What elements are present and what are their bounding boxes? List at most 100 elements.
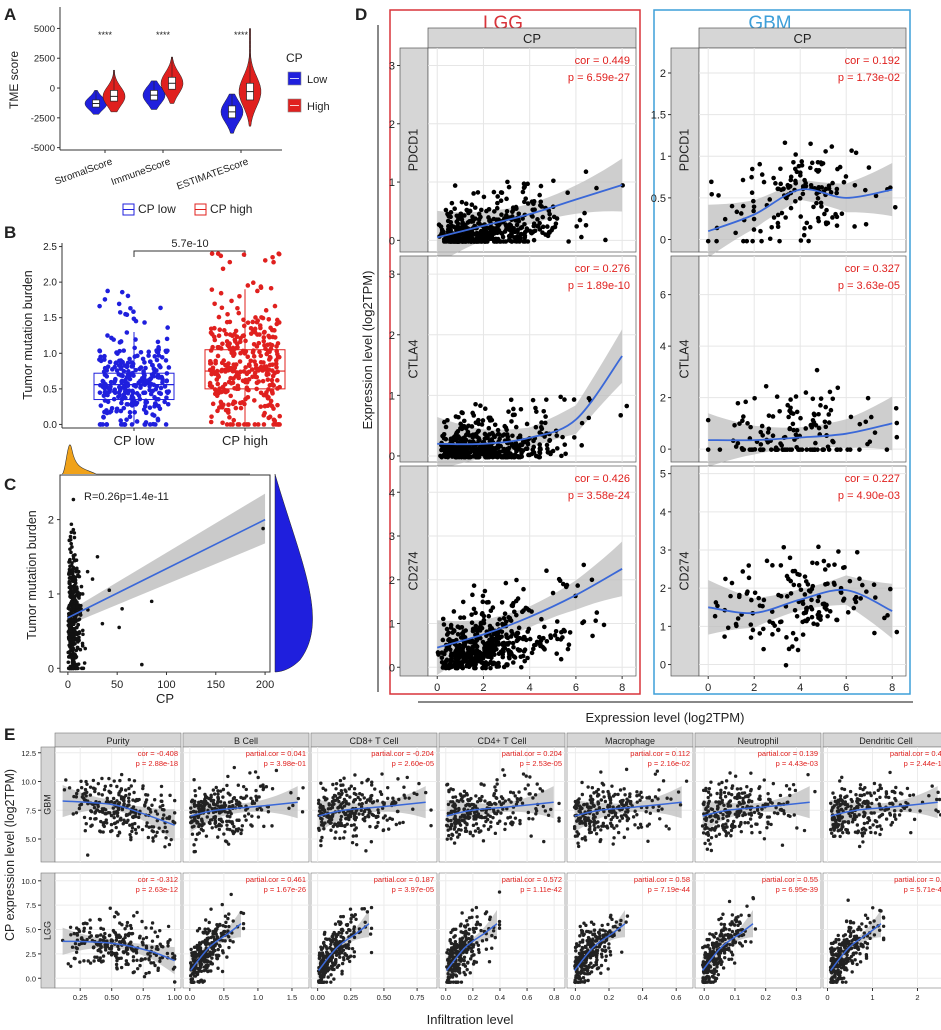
gene-label: CD274 [677, 552, 691, 591]
x-tick-label-a: ImmuneScore [110, 156, 173, 188]
scatter-point [460, 649, 466, 655]
scatter-point [76, 618, 81, 622]
scatter-point [513, 238, 518, 244]
scatter-point [197, 786, 202, 790]
jitter-point [275, 378, 280, 383]
violin-box-high [110, 90, 118, 102]
jitter-point [125, 383, 131, 389]
jitter-point [220, 341, 225, 347]
scatter-point [383, 814, 387, 818]
scatter-point [226, 774, 230, 779]
scatter-point [82, 941, 87, 946]
scatter-point [100, 810, 105, 814]
scatter-point [511, 406, 516, 412]
scatter-point [814, 200, 819, 206]
scatter-point [264, 785, 269, 789]
jitter-point [160, 377, 165, 382]
scatter-point [69, 584, 74, 589]
scatter-point [339, 914, 343, 919]
jitter-point [154, 348, 159, 353]
jitter-point [254, 386, 259, 392]
scatter-point [197, 822, 202, 827]
scatter-point [539, 420, 544, 425]
scatter-point [261, 526, 265, 531]
scatter-point [826, 447, 832, 452]
scatter-point [253, 770, 258, 774]
scatter-point [478, 635, 483, 641]
scatter-point [788, 591, 794, 596]
scatter-point [381, 800, 385, 805]
scatter-point [728, 593, 733, 599]
scatter-point [137, 936, 142, 940]
scatter-point [266, 810, 271, 814]
y-axis-title-d: Expression level (log2TPM) [360, 271, 375, 430]
scatter-point [141, 943, 145, 947]
scatter-point [521, 439, 527, 445]
scatter-point [70, 569, 75, 573]
scatter-point [761, 597, 767, 603]
scatter-point [715, 603, 720, 609]
scatter-point [518, 654, 524, 660]
cor-annotation: cor = 0.192 [845, 55, 900, 67]
jitter-point [152, 404, 157, 409]
y-tick-label-d: 0.5 [651, 193, 666, 205]
loess-line-e [62, 940, 175, 962]
scatter-point [220, 902, 224, 907]
jitter-point [270, 254, 275, 260]
scatter-point [390, 817, 395, 822]
jitter-point [214, 393, 220, 399]
jitter-point [242, 351, 248, 356]
scatter-point [225, 955, 229, 959]
scatter-point [243, 814, 247, 818]
scatter-point [481, 613, 487, 619]
jitter-point [118, 373, 124, 378]
scatter-point [822, 211, 827, 217]
scatter-point [741, 414, 746, 419]
scatter-point [818, 396, 824, 401]
scatter-point [140, 827, 145, 832]
scatter-point [241, 926, 246, 931]
scatter-point [353, 818, 358, 822]
scatter-point [325, 951, 330, 956]
scatter-point [127, 786, 131, 791]
scatter-point [489, 437, 495, 442]
scatter-point [760, 433, 765, 438]
scatter-point [320, 835, 324, 840]
scatter-point [489, 446, 495, 451]
y-tick-label-d: 0 [660, 660, 666, 672]
scatter-point [98, 956, 102, 960]
scatter-point [68, 649, 72, 654]
scatter-point [158, 928, 162, 933]
scatter-point [147, 825, 151, 829]
scatter-point [510, 412, 516, 418]
jitter-point [251, 341, 257, 347]
scatter-point [486, 425, 492, 431]
y-tick-label-a: 0 [50, 84, 55, 95]
scatter-point [204, 918, 208, 922]
scatter-point [140, 919, 144, 924]
x-tick-label-e: 0.0 [185, 993, 195, 1002]
jitter-point [269, 368, 275, 373]
scatter-point [77, 806, 82, 811]
scatter-point [126, 962, 130, 967]
scatter-point [244, 787, 248, 792]
scatter-point [751, 227, 757, 232]
scatter-point [498, 190, 504, 195]
scatter-point [538, 203, 543, 208]
scatter-point [77, 927, 81, 932]
scatter-point [145, 821, 149, 825]
scatter-point [164, 836, 168, 840]
scatter-point [322, 827, 326, 831]
scatter-point [829, 144, 835, 149]
scatter-point [291, 803, 295, 808]
scatter-point [444, 626, 450, 632]
scatter-point [769, 224, 774, 230]
jitter-point [210, 344, 215, 350]
x-tick-label-e: 0.50 [104, 993, 119, 1002]
scatter-point [472, 238, 478, 244]
scatter-point [472, 643, 477, 649]
